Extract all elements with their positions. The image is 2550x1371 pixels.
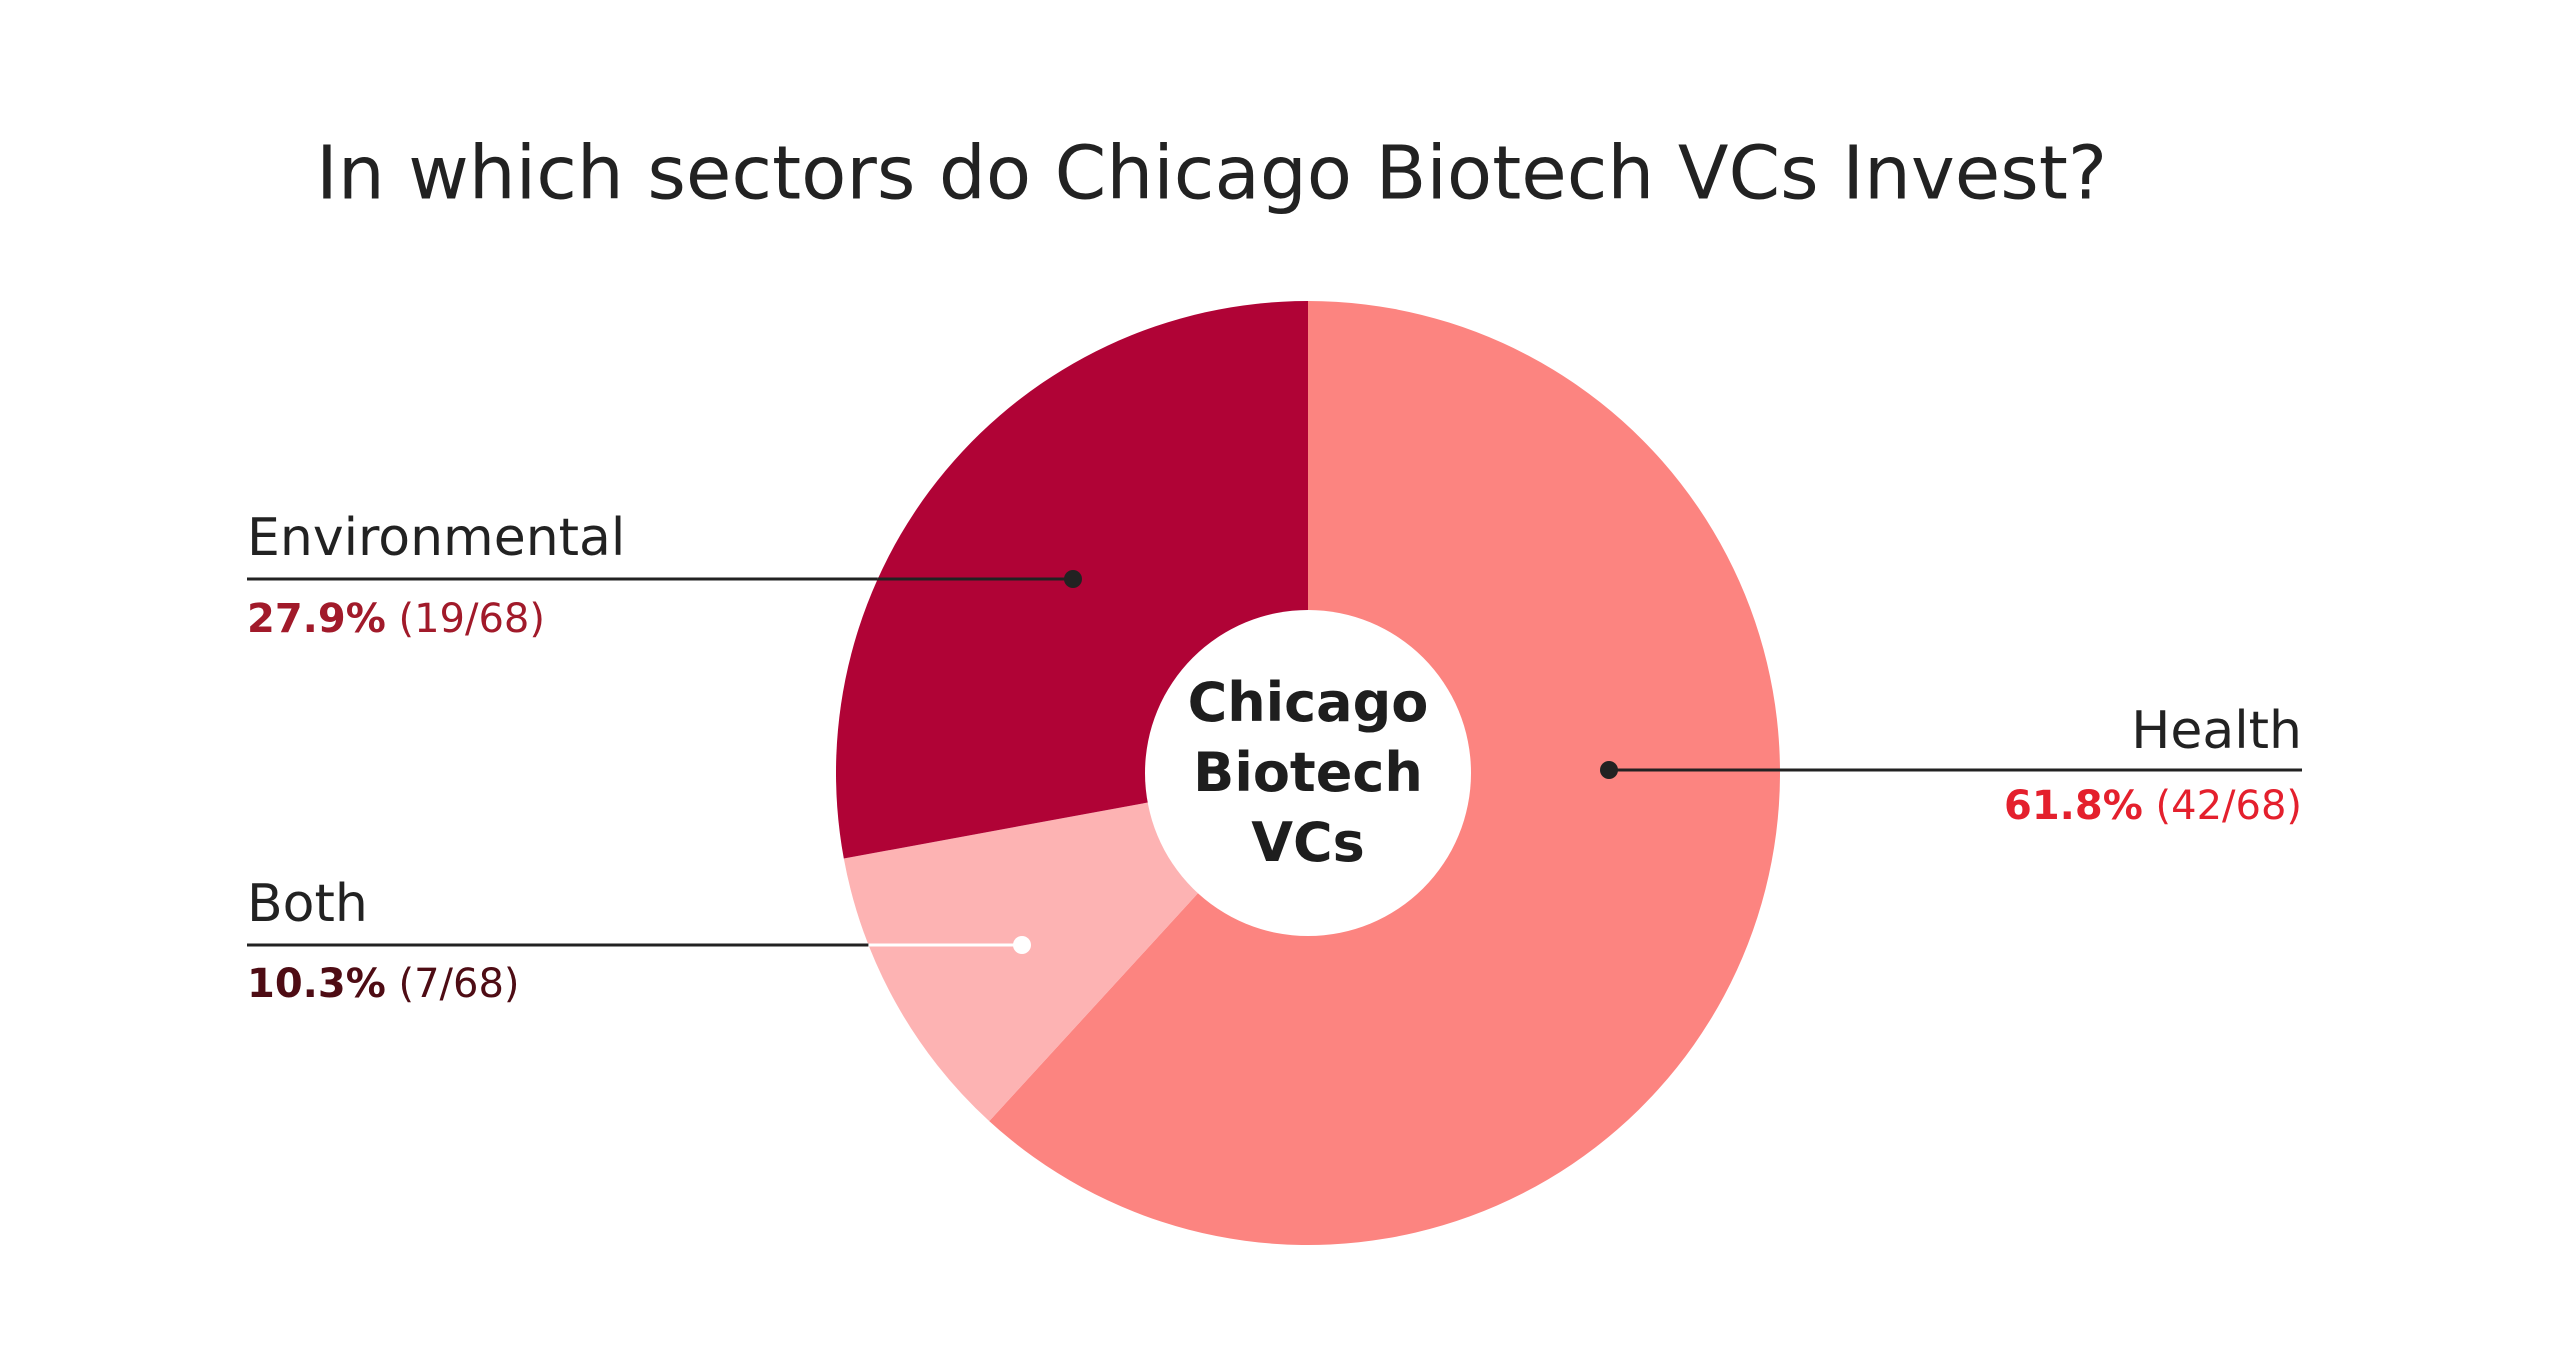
- value-label: 27.9%: [247, 596, 386, 642]
- value-label: 10.3%: [247, 961, 386, 1007]
- count-label: (42/68): [2156, 783, 2302, 829]
- leader-dot: [1600, 761, 1618, 779]
- leader-dot: [1013, 936, 1031, 954]
- center-label: Chicago Biotech VCs: [1187, 671, 1429, 874]
- slice-label: Health: [2131, 701, 2302, 761]
- value-line: 61.8% (42/68): [2004, 783, 2302, 829]
- chart-title: In which sectors do Chicago Biotech VCs …: [316, 131, 2107, 217]
- value-line: 10.3% (7/68): [247, 961, 520, 1007]
- slice-label: Environmental: [247, 508, 625, 568]
- count-label: (19/68): [399, 596, 545, 642]
- slice-label: Both: [247, 874, 368, 934]
- value-label: 61.8%: [2004, 783, 2143, 829]
- value-line: 27.9% (19/68): [247, 596, 545, 642]
- leader-dot: [1064, 570, 1082, 588]
- center-label-box: Chicago Biotech VCs: [1187, 671, 1429, 874]
- donut-hole: [1145, 610, 1471, 936]
- count-label: (7/68): [399, 961, 520, 1007]
